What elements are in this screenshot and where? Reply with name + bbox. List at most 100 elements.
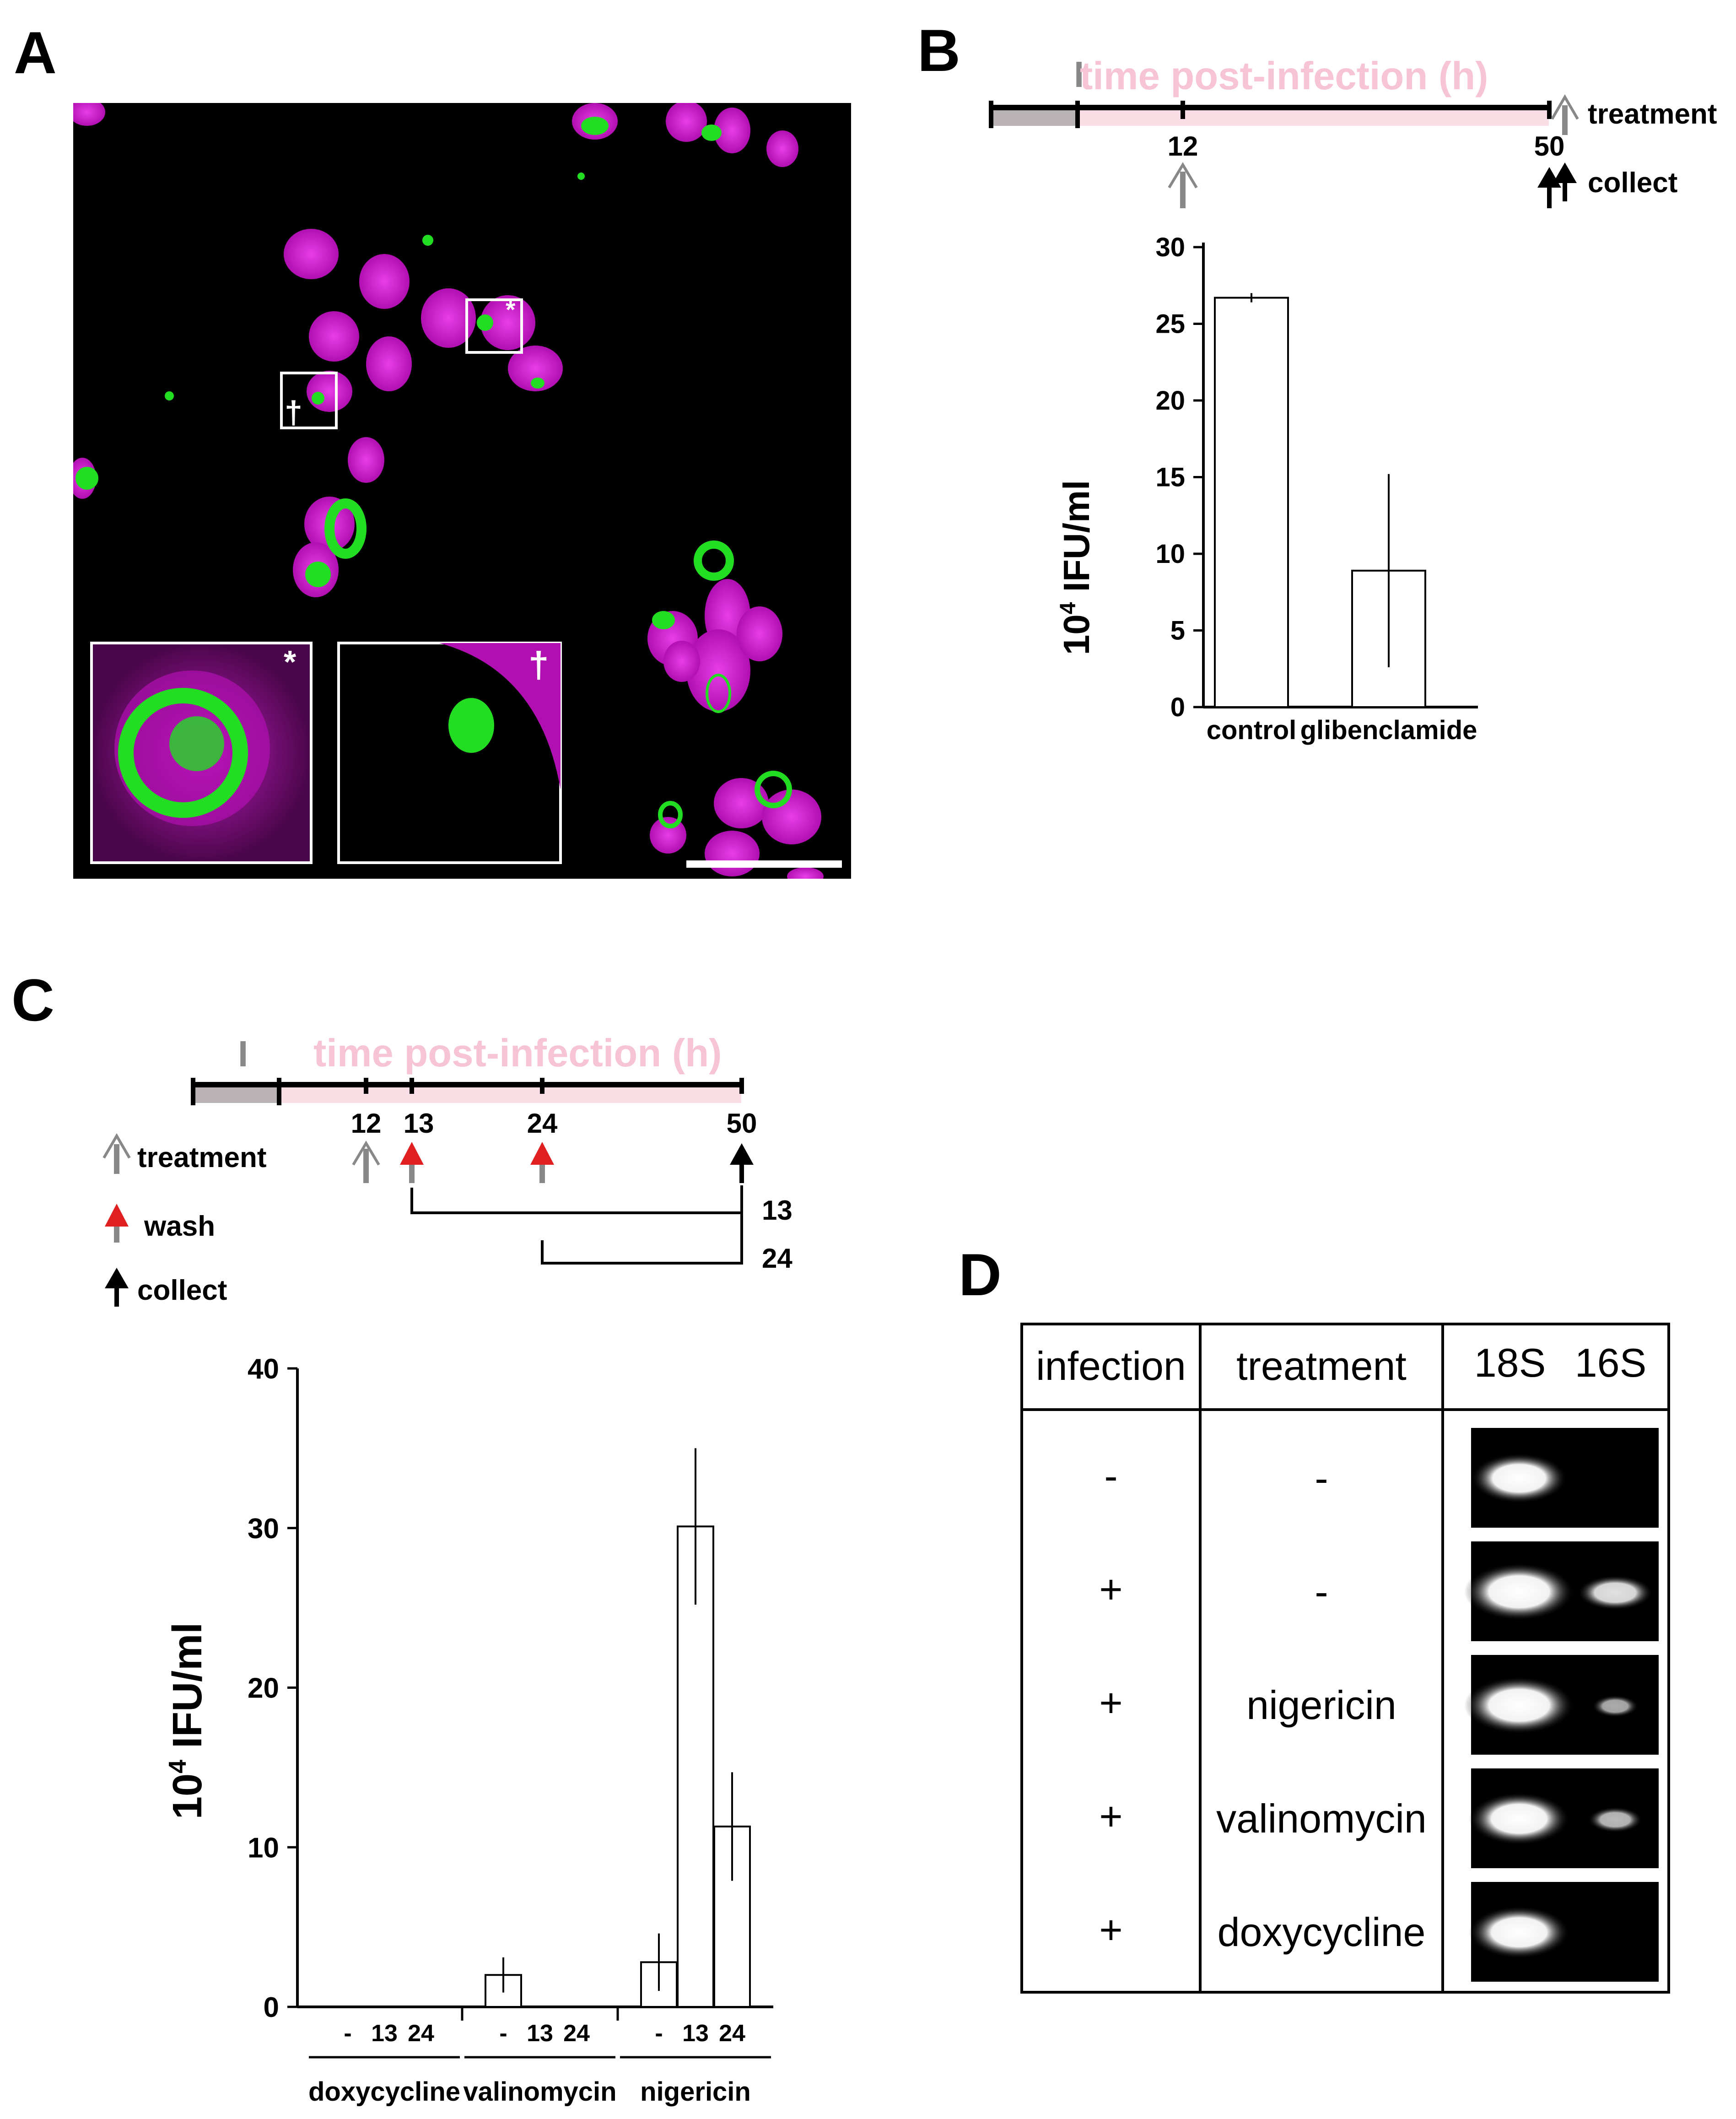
- timeline-title-c: time post-infection (h): [313, 1032, 722, 1075]
- legend-treatment-icon-c: [102, 1133, 131, 1174]
- y-axis-label-c: 104 IFU/ml: [164, 1622, 210, 1819]
- bracket-label-13: 13: [762, 1195, 793, 1226]
- y-tick-label-b: 20: [1155, 386, 1185, 416]
- y-tick-label-b: 25: [1155, 309, 1185, 339]
- tick-24-c: 24: [527, 1108, 558, 1139]
- cell-infection: +: [1099, 1794, 1122, 1839]
- group-label-doxycycline: doxycycline: [308, 2077, 460, 2107]
- x-sublabel-c: -: [344, 2020, 351, 2047]
- bracket-24: [541, 1213, 743, 1265]
- x-sublabel-c: 24: [719, 2020, 745, 2047]
- group-label-nigericin: nigericin: [640, 2077, 751, 2107]
- panel-letter-b: B: [917, 17, 960, 84]
- bracket-label-24: 24: [762, 1243, 793, 1274]
- timeline-c: I time post-infection (h) 12 13 24 50 13…: [191, 1032, 793, 1274]
- y-tick-label-c: 10: [248, 1832, 279, 1864]
- roi-dagger-marker: †: [285, 395, 302, 430]
- inset-dagger: †: [337, 642, 562, 864]
- collect-arrow-c: [730, 1143, 754, 1183]
- y-tick-label-b: 10: [1155, 539, 1185, 569]
- x-label-glibenclamide: glibenclamide: [1300, 715, 1477, 745]
- legend-collect-label-c: collect: [137, 1275, 227, 1306]
- tick-50-b: 50: [1534, 131, 1565, 162]
- wash-arrow-24: [530, 1142, 554, 1183]
- band-18s: [1469, 1792, 1569, 1845]
- treatment-arrow-c: [352, 1141, 380, 1183]
- panel-letter-c: C: [11, 967, 54, 1033]
- timeline-b: I time post-infection (h) 12 50: [989, 54, 1565, 208]
- panel-letter-d: D: [959, 1241, 1002, 1308]
- header-16s: 16S: [1575, 1340, 1647, 1385]
- x-label-control: control: [1207, 715, 1297, 745]
- bracket-13: [410, 1185, 743, 1214]
- band-18s: [1469, 1906, 1569, 1959]
- x-sublabel-c: 24: [563, 2020, 590, 2047]
- legend-collect-icon: [1553, 162, 1577, 201]
- infection-bar-b: [993, 108, 1078, 126]
- scale-bar: [686, 860, 842, 868]
- x-sublabel-c: 13: [371, 2020, 398, 2047]
- cell-infection: +: [1099, 1680, 1122, 1725]
- band-18s: [1464, 1563, 1574, 1621]
- x-sublabel-c: -: [499, 2020, 507, 2047]
- legend-collect-icon-c: [105, 1268, 129, 1307]
- x-sublabel-c: 24: [408, 2020, 434, 2047]
- legend-treatment-label-c: treatment: [137, 1142, 267, 1173]
- header-treatment: treatment: [1236, 1343, 1407, 1389]
- y-tick-label-b: 30: [1155, 232, 1185, 262]
- micrograph: * † * †: [73, 103, 851, 879]
- roi-box-dagger: [280, 372, 338, 429]
- y-tick-label-b: 15: [1155, 463, 1185, 492]
- y-tick-label-c: 0: [264, 1992, 279, 2023]
- legend-wash-icon: [105, 1204, 129, 1243]
- legend-treatment-icon: [1551, 94, 1579, 135]
- inset-dagger-marker: †: [528, 644, 549, 685]
- cell-treatment: -: [1315, 1455, 1328, 1501]
- y-tick-label-b: 0: [1170, 692, 1185, 722]
- chart-b: 104 IFU/ml 0 5 10 15 20 25 30 control glibenclam…: [1056, 232, 1478, 745]
- header-infection: infection: [1036, 1343, 1186, 1389]
- cell-treatment: -: [1315, 1569, 1328, 1614]
- legend-c: treatment wash collect: [102, 1133, 267, 1307]
- infection-mark-c: I: [238, 1033, 248, 1074]
- band-16s: [1592, 1695, 1639, 1717]
- group-label-valinomycin: valinomycin: [463, 2077, 616, 2107]
- cell-infection: +: [1099, 1567, 1122, 1612]
- roi-star-marker: *: [506, 295, 516, 324]
- band-16s: [1578, 1575, 1653, 1610]
- cell-treatment: nigericin: [1246, 1682, 1396, 1728]
- y-tick-label-c: 30: [248, 1513, 279, 1545]
- band-18s: [1464, 1676, 1574, 1734]
- y-tick-label-c: 40: [248, 1353, 279, 1385]
- x-sublabel-c: 13: [682, 2020, 709, 2047]
- tick-13-c: 13: [404, 1108, 434, 1139]
- cell-treatment: valinomycin: [1216, 1796, 1427, 1841]
- band-18s: [1471, 1453, 1567, 1503]
- bar-control: [1214, 297, 1289, 708]
- y-tick-label-b: 5: [1170, 616, 1185, 646]
- legend-collect-label-b: collect: [1588, 167, 1677, 199]
- inclusions: [75, 117, 792, 828]
- cell-treatment: doxycycline: [1218, 1909, 1426, 1955]
- legend-treatment-label-b: treatment: [1588, 98, 1717, 130]
- x-sublabel-c: -: [655, 2020, 663, 2047]
- legend-b: treatment collect: [1551, 94, 1717, 201]
- inset-star-marker: *: [284, 644, 297, 680]
- post-infection-bar-c: [279, 1085, 741, 1103]
- header-18s: 18S: [1474, 1340, 1546, 1385]
- y-axis-label-b: 104 IFU/ml: [1056, 480, 1097, 655]
- infection-mark-b: I: [1074, 54, 1084, 95]
- infection-bar-c: [194, 1085, 279, 1103]
- legend-wash-label: wash: [144, 1211, 215, 1242]
- y-tick-label-c: 20: [248, 1673, 279, 1704]
- tick-50-c: 50: [727, 1108, 757, 1139]
- post-infection-bar-b: [1078, 108, 1549, 126]
- panel-letter-a: A: [14, 19, 57, 86]
- band-16s: [1588, 1807, 1643, 1833]
- x-sublabel-c: 13: [527, 2020, 553, 2047]
- roi-box-star: [465, 298, 523, 354]
- timeline-title-b: time post-infection (h): [1080, 54, 1488, 98]
- treatment-arrow-b: [1168, 162, 1198, 208]
- gel-table: infection treatment 18S 16S - - + - + nigeric…: [1020, 1323, 1670, 1994]
